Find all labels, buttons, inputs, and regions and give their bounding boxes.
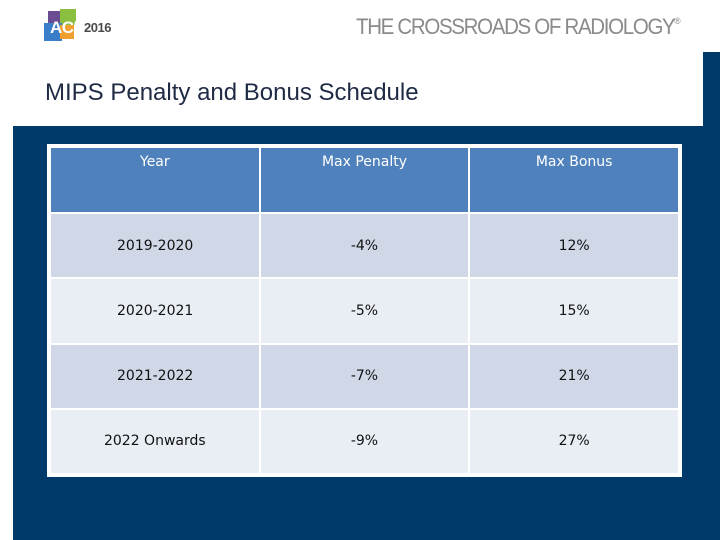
- title-box: [13, 52, 703, 126]
- bonus-cell: 27%: [468, 407, 680, 476]
- tagline: THE CROSSROADS OF RADIOLOGY®: [356, 14, 681, 40]
- acr-logo: ACR 2016: [44, 9, 126, 43]
- penalty-cell: -4%: [258, 211, 471, 280]
- tagline-text: THE CROSSROADS OF RADIOLOGY: [356, 14, 676, 39]
- table-row: 2020-2021 -5% 15%: [49, 277, 680, 345]
- penalty-cell: -7%: [258, 342, 471, 410]
- year-cell: 2021-2022: [49, 342, 261, 410]
- schedule-table: Year Max Penalty Max Bonus 2019-2020 -4%…: [49, 146, 680, 476]
- bonus-cell: 15%: [468, 277, 680, 345]
- year-cell: 2020-2021: [49, 277, 261, 345]
- penalty-cell: -9%: [258, 407, 471, 476]
- year-cell: 2022 Onwards: [49, 407, 261, 476]
- table-row: 2022 Onwards -9% 27%: [49, 407, 680, 476]
- slide-title: MIPS Penalty and Bonus Schedule: [45, 79, 419, 106]
- registered-mark: ®: [674, 16, 681, 26]
- logo-squares-icon: [44, 9, 80, 43]
- header-max-penalty: Max Penalty: [258, 146, 471, 214]
- logo-text: ACR: [50, 18, 86, 37]
- header-year: Year: [49, 146, 261, 214]
- header-max-bonus: Max Bonus: [468, 146, 680, 214]
- logo-year: 2016: [84, 20, 111, 35]
- bonus-cell: 12%: [468, 211, 680, 280]
- table-header-row: Year Max Penalty Max Bonus: [49, 146, 680, 214]
- bonus-cell: 21%: [468, 342, 680, 410]
- year-cell: 2019-2020: [49, 211, 261, 280]
- schedule-table-wrapper: Year Max Penalty Max Bonus 2019-2020 -4%…: [47, 144, 682, 477]
- table-row: 2019-2020 -4% 12%: [49, 211, 680, 280]
- penalty-cell: -5%: [258, 277, 471, 345]
- table-row: 2021-2022 -7% 21%: [49, 342, 680, 410]
- slide-header: ACR 2016 THE CROSSROADS OF RADIOLOGY®: [0, 0, 720, 52]
